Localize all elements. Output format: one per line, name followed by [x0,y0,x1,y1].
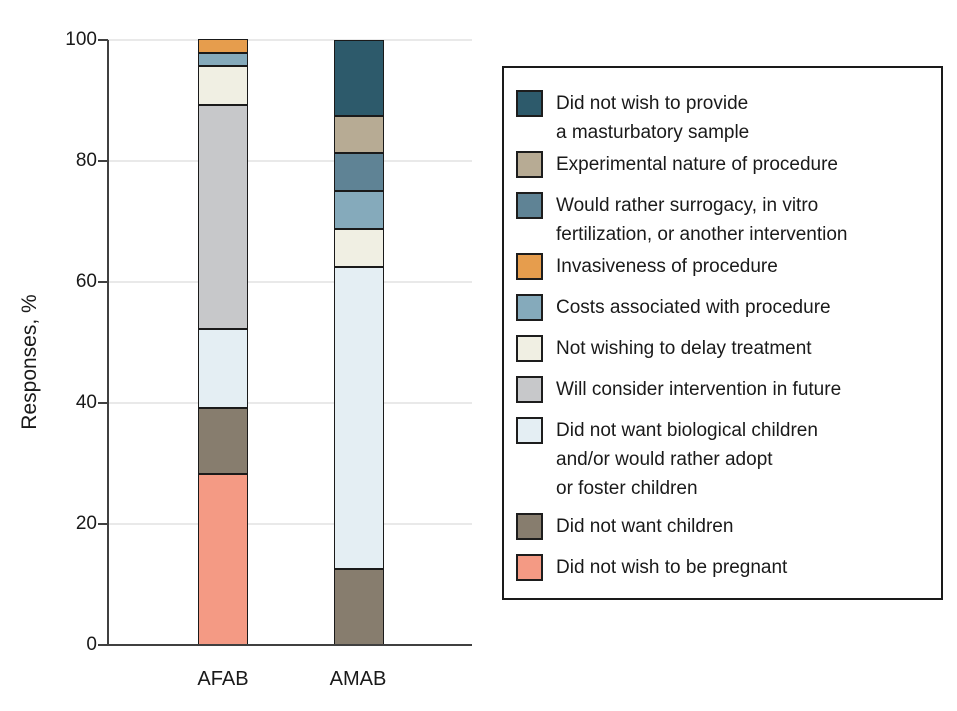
bar-segment-amab-delay-treatment [334,229,384,267]
y-axis-tick-label-100: 100 [65,29,97,50]
legend-label-costs: Costs associated with procedure [556,297,831,318]
legend-swatch-delay-treatment [516,335,543,362]
legend-swatch-experimental [516,151,543,178]
bar-segment-amab-masturbatory-sample [334,40,384,116]
legend-item-no-biological-children: Did not want biological children and/or w… [516,416,929,503]
legend-label-invasiveness: Invasiveness of procedure [556,256,778,277]
gridline-40 [108,402,472,404]
y-axis-line [107,40,109,646]
legend-item-surrogacy: Would rather surrogacy, in vitro fertiliz… [516,191,929,249]
y-axis-tick-label-0: 0 [86,634,97,655]
bar-segment-amab-costs [334,191,384,229]
legend-swatch-masturbatory-sample [516,90,543,117]
bar-segment-amab-no-biological-children [334,267,384,569]
x-axis-line [107,644,472,646]
bar-segment-amab-no-children [334,569,384,645]
legend: Did not wish to provide a masturbatory sa… [502,66,943,600]
y-axis-title: Responses, % [18,294,41,430]
legend-item-experimental: Experimental nature of procedure [516,150,929,179]
bar-segment-afab-future-intervention [198,105,248,329]
bar-segment-amab-surrogacy [334,153,384,191]
y-axis-tick-60 [98,281,108,283]
y-axis-tick-label-80: 80 [75,150,97,171]
legend-item-invasiveness: Invasiveness of procedure [516,252,929,281]
y-axis-tick-label-60: 60 [75,271,97,292]
legend-item-future-intervention: Will consider intervention in future [516,375,929,404]
gridline-80 [108,160,472,162]
bar-segment-afab-costs [198,53,248,66]
bar-segment-afab-no-children [198,408,248,474]
legend-item-costs: Costs associated with procedure [516,293,929,322]
legend-label-no-children: Did not want children [556,516,734,537]
legend-swatch-future-intervention [516,376,543,403]
bar-segment-afab-invasiveness [198,39,248,53]
bar-segment-afab-pregnant [198,474,248,645]
y-axis-tick-label-20: 20 [75,513,97,534]
legend-swatch-invasiveness [516,253,543,280]
gridline-60 [108,281,472,283]
gridline-100 [108,39,472,41]
legend-item-delay-treatment: Not wishing to delay treatment [516,334,929,363]
legend-label-experimental: Experimental nature of procedure [556,154,838,175]
legend-swatch-costs [516,294,543,321]
y-axis-tick-80 [98,160,108,162]
legend-label-surrogacy: Would rather surrogacy, in vitro fertiliz… [556,195,848,245]
bar-segment-afab-no-biological-children [198,329,248,408]
y-axis-tick-20 [98,523,108,525]
y-axis-tick-label-40: 40 [75,392,97,413]
bar-segment-afab-delay-treatment [198,66,248,105]
y-axis-tick-0 [98,644,108,646]
x-axis-label-amab: AMAB [329,668,387,690]
y-axis-tick-100 [98,39,108,41]
legend-item-no-children: Did not want children [516,512,929,541]
x-axis-label-afab: AFAB [197,668,249,690]
legend-swatch-no-children [516,513,543,540]
legend-label-future-intervention: Will consider intervention in future [556,379,842,400]
legend-swatch-pregnant [516,554,543,581]
y-axis-tick-40 [98,402,108,404]
legend-label-masturbatory-sample: Did not wish to provide a masturbatory sa… [556,93,750,143]
gridline-20 [108,523,472,525]
legend-item-masturbatory-sample: Did not wish to provide a masturbatory sa… [516,89,929,147]
legend-label-pregnant: Did not wish to be pregnant [556,557,788,578]
legend-swatch-no-biological-children [516,417,543,444]
legend-label-delay-treatment: Not wishing to delay treatment [556,338,812,359]
legend-swatch-surrogacy [516,192,543,219]
bar-segment-amab-experimental [334,116,384,153]
legend-item-pregnant: Did not wish to be pregnant [516,553,929,582]
legend-label-no-biological-children: Did not want biological children and/or w… [556,420,818,499]
